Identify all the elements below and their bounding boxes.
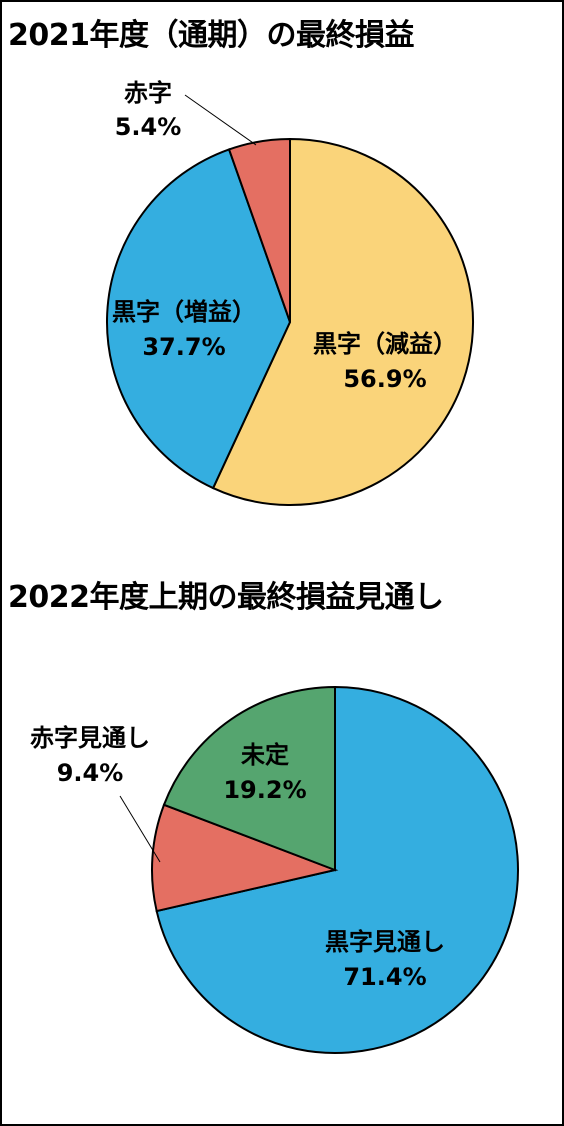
leader-line-0-2: [184, 94, 257, 146]
slice-label-0-2: 赤字: [124, 79, 172, 107]
pie-slice-0-2: [227, 137, 291, 323]
slice-value-1-1: 9.4%: [57, 759, 124, 787]
slice-label-1-0: 黒字見通し: [325, 928, 445, 956]
slice-value-1-0: 71.4%: [343, 963, 426, 991]
slice-label-0-0: 黒字（減益）: [313, 330, 457, 358]
pie-slice-1-2: [162, 685, 336, 872]
chart-title-2022: 2022年度上期の最終損益見通し: [8, 580, 444, 615]
leader-line-1-1: [119, 795, 161, 863]
slice-label-1-1: 赤字見通し: [30, 724, 150, 752]
pie-slice-0-1: [106, 148, 292, 490]
slice-value-0-1: 37.7%: [142, 333, 225, 361]
slice-value-0-0: 56.9%: [343, 365, 426, 393]
slice-value-0-2: 5.4%: [115, 113, 182, 141]
pie-slice-1-1: [151, 803, 339, 913]
slice-label-1-2: 未定: [241, 741, 289, 769]
chart-title-2021: 2021年度（通期）の最終損益: [8, 18, 415, 53]
slice-label-0-1: 黒字（増益）: [112, 298, 256, 326]
slice-value-1-2: 19.2%: [223, 776, 306, 804]
pie-slice-0-0: [211, 137, 474, 506]
